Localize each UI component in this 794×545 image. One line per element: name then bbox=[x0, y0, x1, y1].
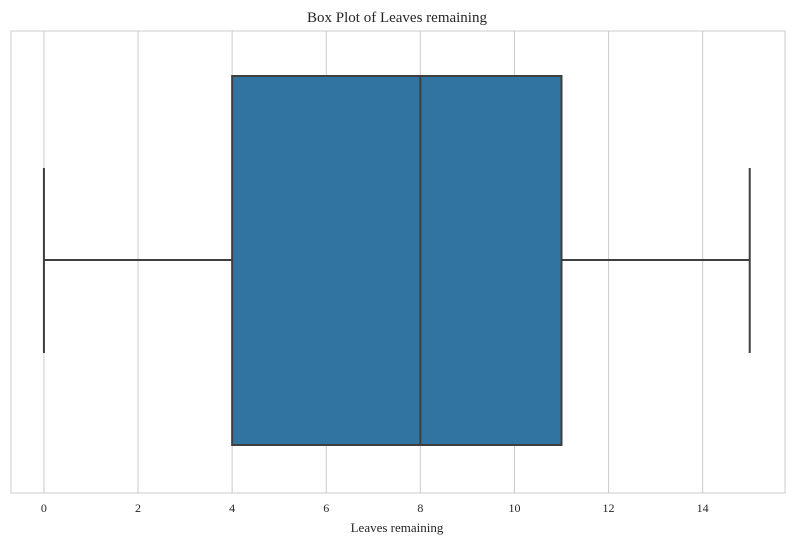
x-axis-ticks: 0 2 4 6 8 10 12 14 bbox=[41, 501, 709, 515]
x-axis-label: Leaves remaining bbox=[351, 520, 444, 535]
x-tick-label-6: 6 bbox=[323, 501, 329, 515]
x-tick-label-12: 12 bbox=[603, 501, 615, 515]
x-tick-label-4: 4 bbox=[229, 501, 235, 515]
x-tick-label-2: 2 bbox=[135, 501, 141, 515]
x-tick-label-14: 14 bbox=[697, 501, 709, 515]
interquartile-box bbox=[231, 75, 563, 446]
x-tick-label-8: 8 bbox=[417, 501, 423, 515]
plot-area-frame bbox=[10, 30, 786, 494]
chart-title: Box Plot of Leaves remaining bbox=[307, 10, 487, 26]
box-plot bbox=[42, 75, 751, 446]
x-tick-label-10: 10 bbox=[508, 501, 520, 515]
x-tick-label-0: 0 bbox=[41, 501, 47, 515]
